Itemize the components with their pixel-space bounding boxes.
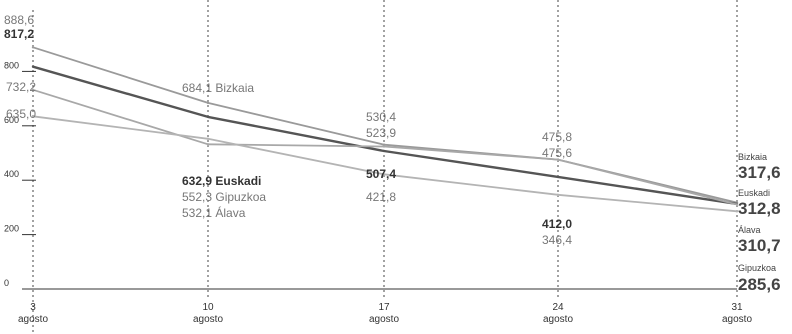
gipuzkoa-17-label: 421,8 [366, 190, 396, 204]
bizkaia-17-label: 530,4 [366, 110, 396, 124]
x-tick-month-3: agosto [18, 314, 48, 325]
label-layer: 888,6 817,2 732,2 635,0 684,1 Bizkaia 63… [4, 13, 781, 294]
series-point-gipuzkoa-24 [556, 193, 560, 196]
series-point-gipuzkoa-31 [735, 210, 739, 213]
axis-layer: 02004006008003agosto10agosto17agosto24ag… [4, 60, 752, 325]
series-point-bizkaia-3 [31, 46, 35, 49]
end-name-euskadi: Euskadi [738, 188, 770, 198]
gipuzkoa-10-label: 552,3 Gipuzkoa [182, 190, 266, 204]
x-tick-month-17: agosto [369, 314, 399, 325]
alava-10-label: 532,1 Álava [182, 205, 246, 220]
euskadi-24-label: 412,0 [542, 217, 572, 231]
x-tick-day-24: 24 [552, 302, 564, 313]
series-point-euskadi-24 [556, 175, 560, 179]
start-label-euskadi: 817,2 [4, 27, 34, 41]
series-point-bizkaia-17 [382, 143, 386, 146]
end-value-bizkaia: 317,6 [738, 163, 781, 182]
series-point-alava-3 [31, 88, 35, 92]
series-point-gipuzkoa-10 [206, 137, 210, 140]
euskadi-17-label: 507,4 [366, 167, 396, 181]
series-point-gipuzkoa-3 [31, 115, 35, 118]
series-point-gipuzkoa-17 [382, 173, 386, 176]
end-value-alava: 310,7 [738, 236, 781, 255]
y-tick-label-400: 400 [4, 169, 19, 179]
series-point-euskadi-3 [31, 65, 35, 68]
start-label-alava: 732,2 [6, 80, 36, 94]
x-tick-day-17: 17 [378, 302, 390, 313]
end-value-gipuzkoa: 285,6 [738, 275, 781, 294]
x-tick-day-10: 10 [202, 302, 214, 313]
alava-24-label: 475,6 [542, 146, 572, 160]
series-point-euskadi-17 [382, 149, 386, 153]
end-value-euskadi: 312,8 [738, 199, 781, 218]
euskadi-10-label: 632,9 Euskadi [182, 174, 261, 188]
end-name-alava: Álava [738, 225, 761, 235]
series-point-bizkaia-10 [206, 101, 210, 105]
bizkaia-10-label: 684,1 Bizkaia [182, 81, 254, 95]
gipuzkoa-24-label: 346,4 [542, 233, 572, 247]
end-name-gipuzkoa: Gipuzkoa [738, 263, 776, 273]
series-point-euskadi-10 [206, 115, 210, 119]
x-tick-day-3: 3 [30, 302, 36, 313]
grid-layer [32, 0, 738, 334]
y-tick-label-0: 0 [4, 278, 9, 288]
x-tick-month-10: agosto [193, 314, 223, 325]
y-tick-label-800: 800 [4, 60, 19, 70]
end-name-bizkaia: Bizkaia [738, 152, 767, 162]
y-tick-label-600: 600 [4, 115, 19, 125]
x-tick-month-24: agosto [543, 314, 573, 325]
bizkaia-24-label: 475,8 [542, 130, 572, 144]
series-point-alava-24 [556, 158, 560, 161]
alava-17-label: 523,9 [366, 126, 396, 140]
series-layer [31, 46, 739, 213]
series-point-alava-17 [382, 145, 386, 148]
x-tick-day-31: 31 [731, 302, 743, 313]
x-tick-month-31: agosto [722, 314, 752, 325]
series-point-alava-10 [206, 143, 210, 146]
start-label-bizkaia: 888,6 [4, 13, 34, 27]
start-label-gipuzkoa: 635,0 [6, 107, 36, 121]
series-point-alava-31 [735, 203, 739, 206]
y-tick-label-200: 200 [4, 224, 19, 234]
